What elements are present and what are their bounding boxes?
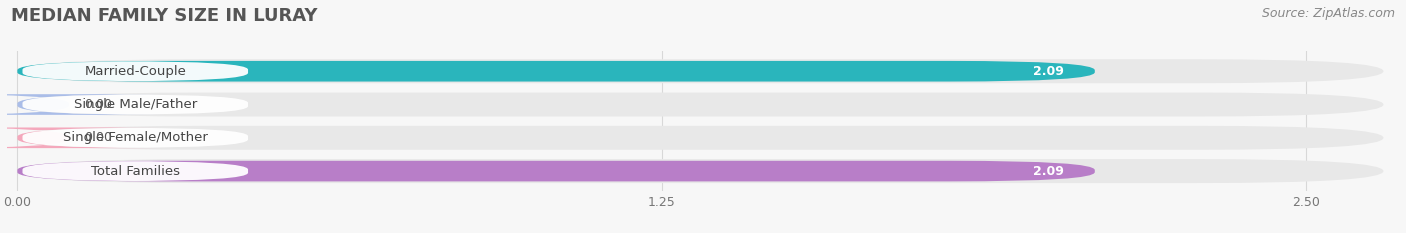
FancyBboxPatch shape bbox=[17, 93, 1384, 116]
Text: Total Families: Total Families bbox=[91, 164, 180, 178]
Text: Single Female/Mother: Single Female/Mother bbox=[63, 131, 208, 144]
FancyBboxPatch shape bbox=[17, 59, 1384, 83]
FancyBboxPatch shape bbox=[22, 128, 247, 148]
FancyBboxPatch shape bbox=[0, 94, 162, 115]
Text: Source: ZipAtlas.com: Source: ZipAtlas.com bbox=[1261, 7, 1395, 20]
FancyBboxPatch shape bbox=[17, 61, 1095, 82]
FancyBboxPatch shape bbox=[22, 161, 247, 181]
FancyBboxPatch shape bbox=[17, 126, 1384, 150]
FancyBboxPatch shape bbox=[22, 95, 247, 114]
FancyBboxPatch shape bbox=[17, 161, 1095, 182]
FancyBboxPatch shape bbox=[22, 61, 247, 81]
Text: 0.00: 0.00 bbox=[84, 131, 112, 144]
Text: 2.09: 2.09 bbox=[1033, 164, 1064, 178]
Text: 0.00: 0.00 bbox=[84, 98, 112, 111]
Text: MEDIAN FAMILY SIZE IN LURAY: MEDIAN FAMILY SIZE IN LURAY bbox=[11, 7, 318, 25]
Text: 2.09: 2.09 bbox=[1033, 65, 1064, 78]
FancyBboxPatch shape bbox=[17, 159, 1384, 183]
Text: Single Male/Father: Single Male/Father bbox=[73, 98, 197, 111]
FancyBboxPatch shape bbox=[0, 127, 162, 148]
Text: Married-Couple: Married-Couple bbox=[84, 65, 186, 78]
